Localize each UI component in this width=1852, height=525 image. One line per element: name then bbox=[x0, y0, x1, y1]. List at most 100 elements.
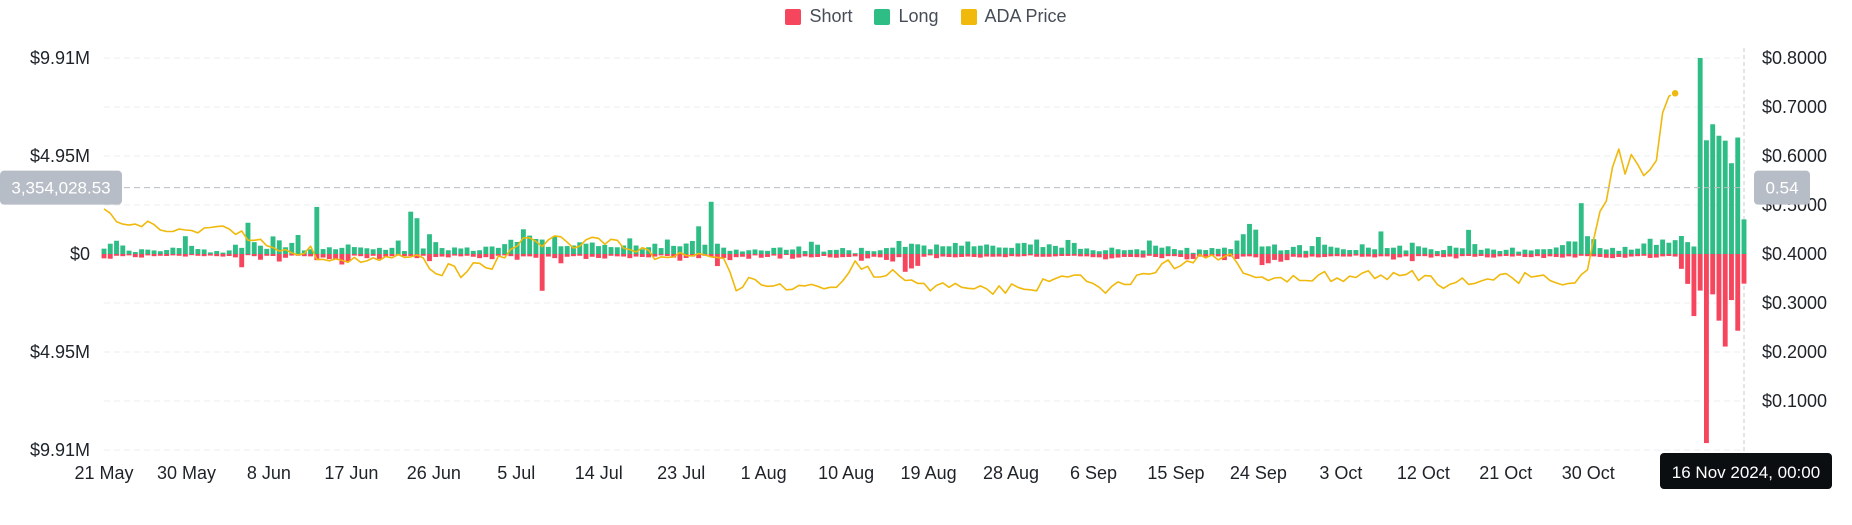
short-bar bbox=[1641, 254, 1647, 256]
short-bar bbox=[621, 254, 626, 257]
long-bar bbox=[1622, 246, 1628, 254]
short-bar bbox=[752, 254, 758, 256]
short-bar bbox=[1203, 254, 1209, 257]
short-bar bbox=[877, 254, 883, 258]
long-bar bbox=[126, 250, 132, 254]
long-bar bbox=[1046, 244, 1052, 254]
short-bar bbox=[258, 254, 263, 260]
short-bar bbox=[1297, 254, 1303, 258]
short-bar bbox=[1090, 254, 1096, 258]
long-bar bbox=[577, 242, 583, 254]
x-axis-tick: 30 May bbox=[157, 463, 216, 483]
long-bar bbox=[1447, 245, 1453, 254]
long-bar bbox=[139, 249, 144, 254]
short-bar bbox=[865, 254, 871, 259]
short-bar bbox=[402, 254, 407, 257]
long-bar bbox=[564, 246, 570, 254]
short-bar bbox=[1697, 254, 1703, 291]
legend: Short Long ADA Price bbox=[0, 6, 1852, 27]
long-bar bbox=[658, 248, 664, 254]
short-bar bbox=[1516, 254, 1522, 256]
long-bar bbox=[495, 247, 501, 254]
short-bar bbox=[1560, 254, 1565, 258]
legend-item-ada-price[interactable]: ADA Price bbox=[960, 6, 1067, 27]
long-bar bbox=[333, 249, 339, 254]
short-bar bbox=[1547, 254, 1553, 257]
short-bar bbox=[1710, 254, 1716, 295]
short-bar bbox=[1372, 254, 1378, 258]
short-bar bbox=[827, 254, 833, 258]
x-axis-tick: 26 Jun bbox=[407, 463, 461, 483]
long-bar bbox=[765, 250, 770, 254]
short-bar bbox=[796, 254, 802, 258]
long-bar bbox=[952, 242, 958, 254]
long-bar bbox=[483, 246, 489, 254]
short-bar bbox=[1353, 254, 1359, 256]
short-bar bbox=[351, 254, 357, 256]
long-bar bbox=[552, 236, 558, 254]
short-bar bbox=[1566, 254, 1572, 257]
short-bar bbox=[1234, 254, 1240, 259]
long-bar bbox=[502, 244, 508, 254]
short-bar bbox=[1315, 254, 1321, 258]
short-bar bbox=[852, 254, 858, 257]
short-bar bbox=[1078, 254, 1083, 257]
long-bar bbox=[558, 246, 564, 254]
long-bar bbox=[452, 247, 457, 254]
long-bar bbox=[489, 246, 495, 254]
long-bar bbox=[902, 246, 908, 254]
short-bar bbox=[1591, 254, 1597, 257]
long-bar bbox=[1059, 247, 1065, 254]
long-bar bbox=[445, 250, 451, 254]
short-bar bbox=[696, 254, 702, 259]
long-bar bbox=[633, 245, 639, 254]
crosshair-left-value: 3,354,028.53 bbox=[11, 179, 110, 198]
short-bar bbox=[383, 254, 389, 257]
long-bar bbox=[433, 242, 439, 254]
long-bar bbox=[376, 247, 382, 254]
short-bar bbox=[802, 254, 808, 257]
short-bar bbox=[1140, 254, 1146, 258]
right-axis: $0.8000$0.7000$0.6000$0.5000$0.4000$0.30… bbox=[1762, 48, 1827, 411]
long-bar bbox=[1697, 58, 1703, 254]
short-bar bbox=[1578, 254, 1584, 256]
long-bar bbox=[1478, 249, 1484, 254]
short-bar bbox=[314, 254, 320, 261]
long-bar bbox=[1672, 240, 1678, 254]
long-bar bbox=[1071, 242, 1077, 254]
short-bar bbox=[245, 254, 251, 256]
long-bar bbox=[946, 246, 952, 254]
x-axis-tick: 14 Jul bbox=[575, 463, 623, 483]
legend-item-short[interactable]: Short bbox=[785, 6, 852, 27]
legend-label-ada-price: ADA Price bbox=[984, 6, 1067, 26]
right-axis-tick: $0.2000 bbox=[1762, 342, 1827, 362]
long-bar bbox=[1428, 249, 1434, 254]
long-bar bbox=[383, 249, 389, 254]
short-bar bbox=[445, 254, 451, 258]
short-bar bbox=[1541, 254, 1547, 258]
long-bar bbox=[771, 247, 777, 254]
short-bar bbox=[858, 254, 864, 261]
legend-item-long[interactable]: Long bbox=[874, 6, 939, 27]
short-bar bbox=[527, 254, 533, 257]
short-bars bbox=[101, 254, 1747, 444]
short-bar bbox=[1735, 254, 1741, 331]
long-bar bbox=[702, 244, 708, 254]
long-bar bbox=[1184, 247, 1190, 254]
long-bar bbox=[1153, 245, 1159, 254]
long-bar bbox=[520, 229, 526, 254]
long-bar bbox=[301, 250, 307, 254]
long-bar bbox=[1121, 250, 1127, 254]
short-bar bbox=[727, 254, 733, 261]
long-bar bbox=[790, 249, 795, 254]
short-bar bbox=[1046, 254, 1052, 257]
long-bar bbox=[1553, 247, 1559, 254]
short-bar bbox=[1184, 254, 1190, 260]
long-bar bbox=[1009, 247, 1015, 254]
long-bar bbox=[1272, 244, 1277, 254]
long-bar bbox=[1140, 250, 1146, 254]
short-bar bbox=[1034, 254, 1040, 257]
short-bar bbox=[833, 254, 839, 258]
long-bar bbox=[314, 206, 320, 254]
